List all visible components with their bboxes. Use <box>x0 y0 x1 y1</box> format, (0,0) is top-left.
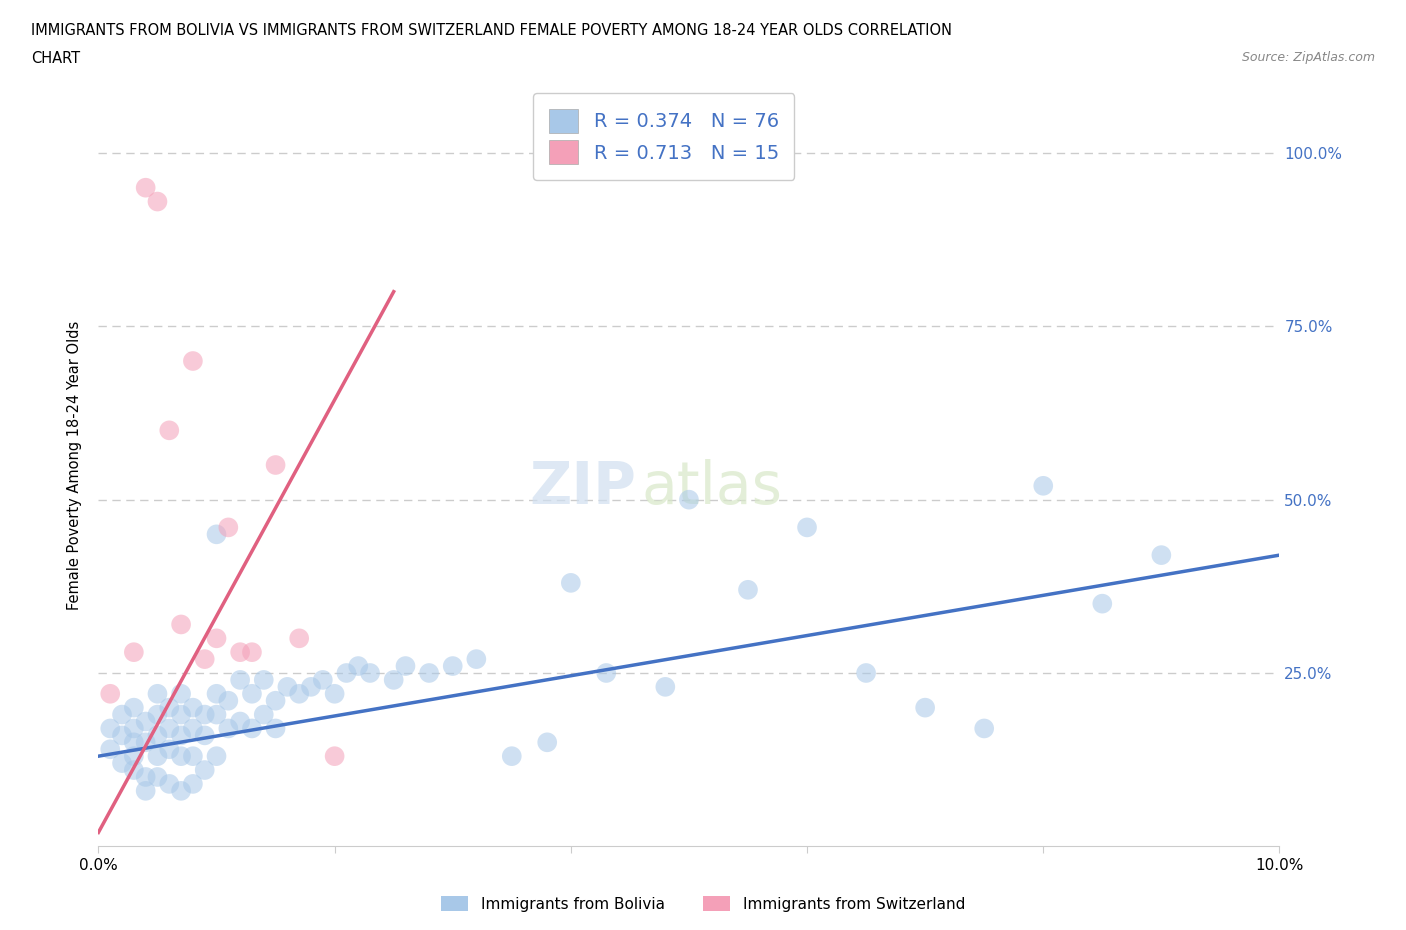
Text: atlas: atlas <box>641 459 783 516</box>
Point <box>229 714 252 729</box>
Point <box>205 686 228 701</box>
Point <box>194 728 217 743</box>
Point <box>98 721 121 736</box>
Point <box>170 728 193 743</box>
Point <box>1091 596 1114 611</box>
Point <box>441 658 464 673</box>
Point <box>194 652 217 667</box>
Point <box>465 652 488 667</box>
Point <box>205 631 228 645</box>
Point <box>501 749 523 764</box>
Legend: Immigrants from Bolivia, Immigrants from Switzerland: Immigrants from Bolivia, Immigrants from… <box>434 889 972 918</box>
Point <box>135 714 157 729</box>
Point <box>678 492 700 507</box>
Point <box>170 617 193 631</box>
Point <box>122 700 145 715</box>
Point <box>170 686 193 701</box>
Point <box>264 721 287 736</box>
Point <box>264 693 287 708</box>
Point <box>135 769 157 784</box>
Point <box>855 666 877 681</box>
Point <box>205 749 228 764</box>
Point <box>194 763 217 777</box>
Point <box>394 658 416 673</box>
Point <box>205 707 228 722</box>
Legend: R = 0.374   N = 76, R = 0.713   N = 15: R = 0.374 N = 76, R = 0.713 N = 15 <box>533 93 794 179</box>
Point <box>288 686 311 701</box>
Point <box>1150 548 1173 563</box>
Point <box>170 707 193 722</box>
Point <box>157 777 180 791</box>
Point <box>181 353 204 368</box>
Point <box>323 686 346 701</box>
Point <box>157 721 180 736</box>
Point <box>98 742 121 757</box>
Point <box>536 735 558 750</box>
Point <box>181 749 204 764</box>
Point <box>157 700 180 715</box>
Point <box>146 769 169 784</box>
Point <box>98 686 121 701</box>
Point <box>347 658 370 673</box>
Point <box>157 423 180 438</box>
Point <box>122 763 145 777</box>
Point <box>323 749 346 764</box>
Point <box>181 777 204 791</box>
Point <box>157 742 180 757</box>
Point <box>240 686 263 701</box>
Point <box>288 631 311 645</box>
Point <box>276 680 298 695</box>
Point <box>181 721 204 736</box>
Point <box>359 666 381 681</box>
Point <box>1032 478 1054 493</box>
Point <box>560 576 582 591</box>
Point <box>595 666 617 681</box>
Point <box>264 458 287 472</box>
Point <box>170 783 193 798</box>
Text: IMMIGRANTS FROM BOLIVIA VS IMMIGRANTS FROM SWITZERLAND FEMALE POVERTY AMONG 18-2: IMMIGRANTS FROM BOLIVIA VS IMMIGRANTS FR… <box>31 23 952 38</box>
Point <box>135 180 157 195</box>
Point <box>229 672 252 687</box>
Point <box>382 672 405 687</box>
Point <box>181 700 204 715</box>
Point <box>111 756 134 771</box>
Point <box>194 707 217 722</box>
Point <box>205 527 228 542</box>
Point <box>122 644 145 659</box>
Point <box>654 680 676 695</box>
Point <box>170 749 193 764</box>
Point <box>146 686 169 701</box>
Point <box>111 707 134 722</box>
Point <box>253 672 276 687</box>
Text: Source: ZipAtlas.com: Source: ZipAtlas.com <box>1241 51 1375 64</box>
Point <box>122 735 145 750</box>
Point <box>312 672 335 687</box>
Point <box>914 700 936 715</box>
Point <box>418 666 440 681</box>
Point <box>240 644 263 659</box>
Point <box>737 582 759 597</box>
Text: CHART: CHART <box>31 51 80 66</box>
Point <box>973 721 995 736</box>
Point <box>229 644 252 659</box>
Point <box>122 721 145 736</box>
Y-axis label: Female Poverty Among 18-24 Year Olds: Female Poverty Among 18-24 Year Olds <box>67 320 83 610</box>
Point <box>335 666 357 681</box>
Point <box>122 749 145 764</box>
Text: ZIP: ZIP <box>529 459 636 516</box>
Point <box>146 728 169 743</box>
Point <box>217 693 239 708</box>
Point <box>146 194 169 209</box>
Point <box>299 680 322 695</box>
Point <box>146 749 169 764</box>
Point <box>796 520 818 535</box>
Point <box>240 721 263 736</box>
Point <box>253 707 276 722</box>
Point <box>135 783 157 798</box>
Point <box>135 735 157 750</box>
Point <box>217 520 239 535</box>
Point <box>146 707 169 722</box>
Point <box>111 728 134 743</box>
Point <box>217 721 239 736</box>
